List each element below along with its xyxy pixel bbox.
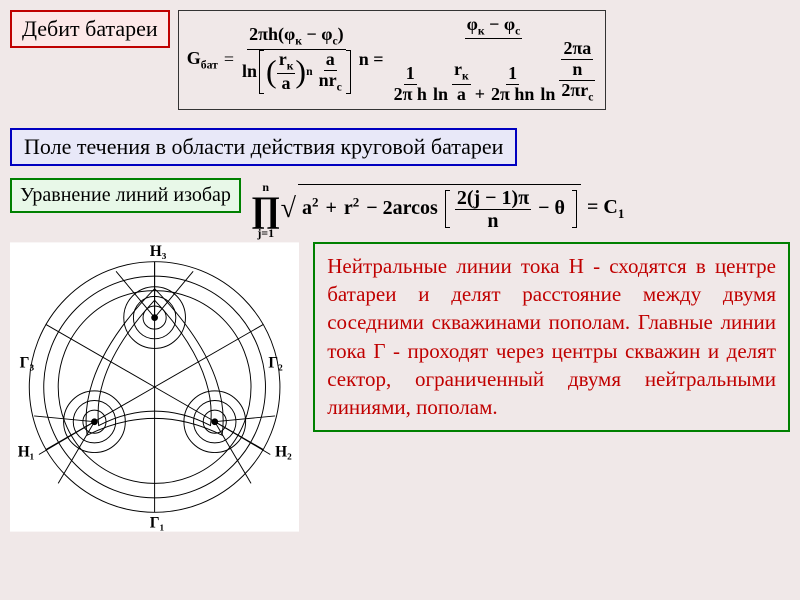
label-debit: Дебит батареи (10, 10, 170, 48)
diagram-label-G2: Г₂ (268, 354, 283, 371)
diagram-label-H2: Н₂ (275, 443, 292, 460)
description-text: Нейтральные линии тока Н - сходятся в це… (313, 242, 790, 432)
diagram-label-H1: Н₁ (18, 443, 35, 460)
formula-isobar: ∏nj=1 √ a2 + r2 − 2arcos 2(j − 1)πn − θ … (251, 184, 624, 234)
formula-gbat: Gбат = 2πh(φк − φс) ln ( rкa )n anrc n = (178, 10, 607, 110)
diagram-label-H3: Н₃ (150, 242, 167, 259)
label-flowfield: Поле течения в области действия круговой… (10, 128, 517, 166)
label-isobar: Уравнение линий изобар (10, 178, 241, 213)
diagram-label-G1: Г₁ (150, 514, 165, 531)
diagram-label-G3: Г₃ (20, 354, 35, 371)
flowfield-diagram: Н₃ Г₂ Н₂ Г₁ Н₁ Г₃ (10, 242, 299, 532)
